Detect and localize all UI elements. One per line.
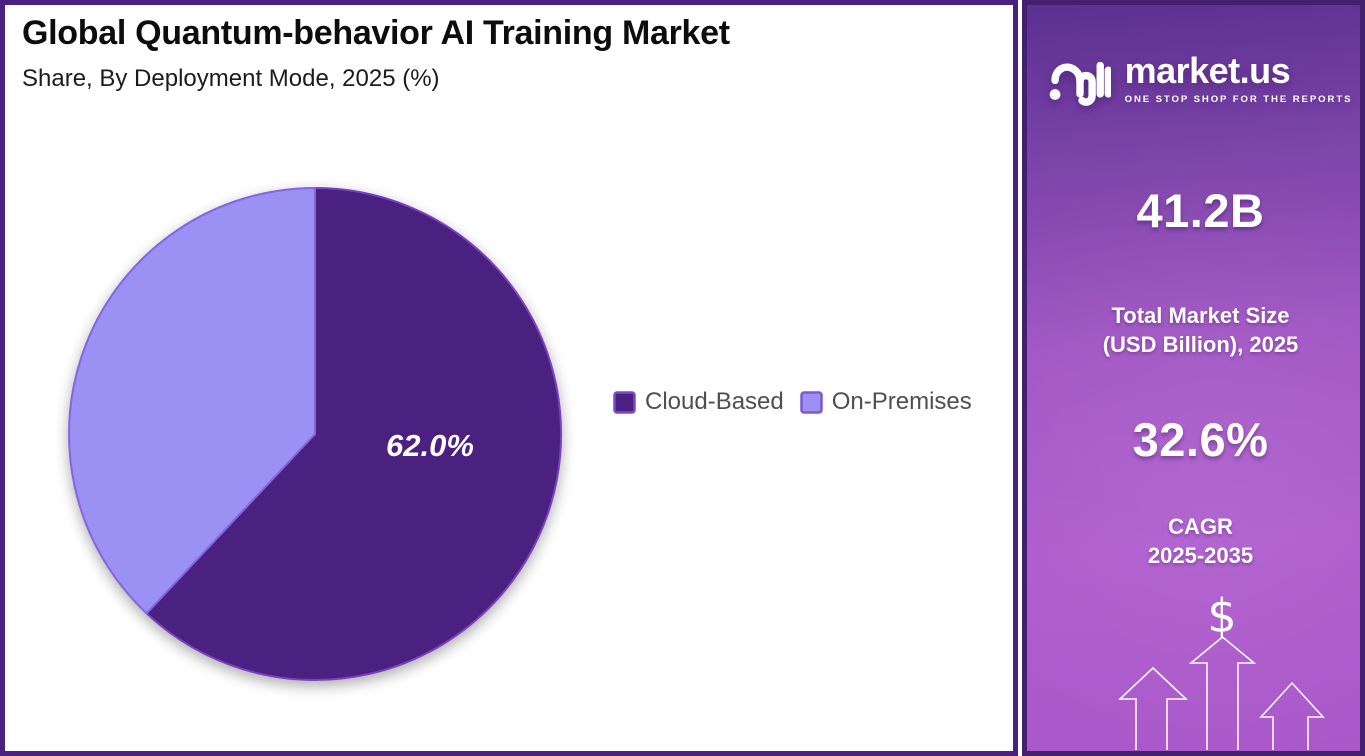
brand-sidebar: market.us ONE STOP SHOP FOR THE REPORTS … [1022,0,1365,756]
brand-name: market.us [1124,50,1291,91]
cagr-label-line1: CAGR [1168,514,1233,539]
legend-item-on-premises: On-Premises [800,388,972,416]
pie-slice-data-label: 62.0% [386,428,474,463]
pie-slice-cloud-based [145,186,563,681]
marketus-logo-mark-icon [1049,61,1111,106]
pie-chart: 62.0% [68,186,563,681]
marketus-logo: market.us ONE STOP SHOP FOR THE REPORTS [1041,51,1360,107]
chart-panel: Global Quantum-behavior AI Training Mark… [0,0,1018,756]
sidebar-content: market.us ONE STOP SHOP FOR THE REPORTS … [1041,5,1360,751]
legend-label-cloud-based: Cloud-Based [645,388,784,415]
cagr-value: 32.6% [1132,413,1269,466]
chart-legend: Cloud-Based On-Premises [613,388,972,416]
cagr-label: CAGR 2025-2035 [1041,513,1360,570]
growth-arrows-icon: $ [1117,589,1325,750]
logo-text: market.us ONE STOP SHOP FOR THE REPORTS [1124,50,1353,106]
market-size-label-line2: (USD Billion), 2025 [1102,331,1299,357]
dollar-sign: $ [1207,589,1236,643]
page-title: Global Quantum-behavior AI Training Mark… [22,14,730,52]
legend-swatch-cloud-based-icon [613,390,636,414]
pie-wedges [68,186,563,681]
pie-slice-on-premises [68,186,316,615]
arrow-middle [1188,635,1257,750]
arrow-right [1259,681,1325,750]
legend-item-cloud-based: Cloud-Based [613,388,784,416]
cagr-label-line2: 2025-2035 [1147,542,1254,568]
brand-tagline: ONE STOP SHOP FOR THE REPORTS [1124,94,1353,105]
page-subtitle: Share, By Deployment Mode, 2025 (%) [22,65,440,92]
market-size-value: 41.2B [1136,184,1265,237]
legend-swatch-on-premises-icon [800,390,823,414]
market-size-label-line1: Total Market Size [1111,303,1290,328]
arrow-left [1117,666,1189,750]
market-size-label: Total Market Size (USD Billion), 2025 [1041,302,1360,359]
legend-label-on-premises: On-Premises [831,388,972,415]
